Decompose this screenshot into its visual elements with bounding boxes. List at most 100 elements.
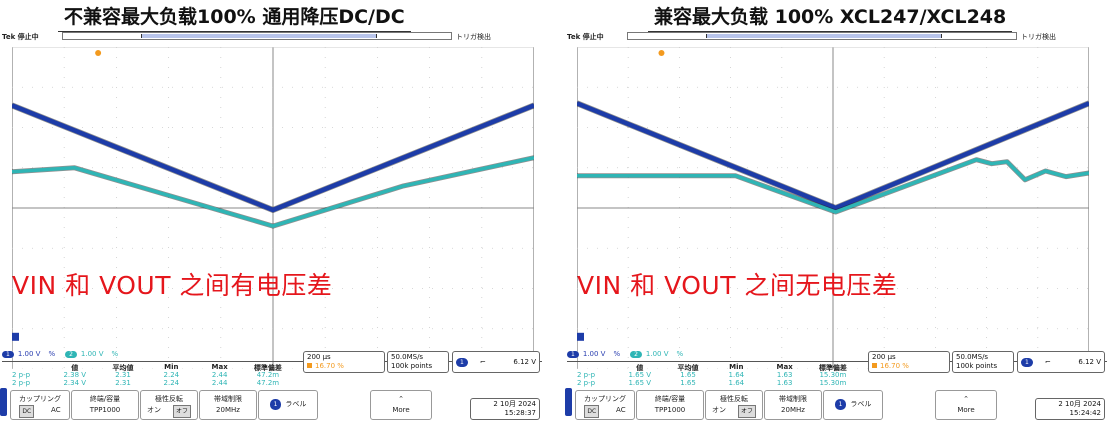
ch1-badge[interactable]: 1: [567, 351, 579, 358]
measurement-cell: 2 p-p: [577, 371, 596, 379]
trigger-box[interactable]: 1 ⌐ 6.12 V: [1017, 351, 1105, 373]
side-menu-tab[interactable]: [0, 388, 7, 416]
channel-scale-bar: 1 1.00 V% 2 1.00 V%: [2, 350, 542, 362]
measurement-row: 2 p-p 1.65 V 1.65 1.64 1.63 15.30m: [577, 379, 857, 387]
trigger-status: トリガ検出: [456, 33, 491, 41]
measurement-cell: 1.64: [728, 379, 745, 387]
probe-button[interactable]: 終端/容量 TPP1000: [71, 390, 139, 420]
trigger-status: トリガ検出: [1021, 33, 1056, 41]
invert-label: 極性反転: [155, 395, 183, 403]
trigger-position-icon: [307, 363, 312, 368]
probe-label: 終端/容量: [89, 395, 121, 403]
coupling-button[interactable]: カップリング DC AC: [10, 390, 70, 420]
side-menu-tab[interactable]: [565, 388, 572, 416]
probe-button[interactable]: 終端/容量 TPP1000: [636, 390, 704, 420]
timebase-box[interactable]: 200 µs 16.70 %: [303, 351, 385, 373]
measurement-header-cell: Max: [211, 363, 228, 371]
probe-label: 終端/容量: [654, 395, 686, 403]
ch1-scale: 1.00 V: [17, 350, 41, 358]
waveform-plot: [12, 47, 534, 369]
more-button[interactable]: ⌃ More: [935, 390, 997, 420]
scope-left: Tek 停止中 トリガ検出 VIN 和 VOUT 之间有电压差 1 1.00 V% 2 1.…: [0, 28, 548, 425]
left-title: 不兼容最大负载100% 通用降压DC/DC: [58, 2, 411, 32]
status-label: Tek 停止中: [2, 33, 39, 41]
measurement-header-cell: 標準偏差: [253, 364, 282, 372]
record-bar[interactable]: [62, 32, 452, 40]
trigger-level: 6.12 V: [513, 357, 536, 366]
record-window[interactable]: [141, 34, 377, 38]
measurement-header-cell: 標準偏差: [818, 364, 847, 372]
more-arrow-icon: ⌃: [963, 395, 969, 403]
ch1-badge[interactable]: 1: [2, 351, 14, 358]
invert-off[interactable]: オフ: [172, 405, 191, 418]
measurement-header-cell: Min: [164, 363, 179, 371]
invert-on[interactable]: オン: [146, 406, 161, 414]
more-label: More: [392, 406, 410, 414]
measurement-table: 値 平均値 Min Max 標準偏差 2 p-p 1.65 V 1.65 1.64 1.63 15.…: [577, 363, 857, 387]
trigger-box[interactable]: 1 ⌐ 6.12 V: [452, 351, 540, 373]
ch2-scale: 1.00 V: [80, 350, 104, 358]
label-text: ラベル: [850, 400, 872, 408]
measurement-cell: 2.24: [163, 379, 180, 387]
measurement-cell: 1.65: [680, 371, 696, 379]
coupling-dc[interactable]: DC: [584, 405, 600, 418]
ch2-badge[interactable]: 2: [630, 351, 642, 358]
measurement-cell: 2.38 V: [63, 371, 87, 379]
invert-off[interactable]: オフ: [737, 405, 756, 418]
measurement-header-cell: 平均値: [677, 364, 699, 372]
acquisition-box[interactable]: 50.0MS/s 100k points: [952, 351, 1014, 373]
measurement-header: 値 平均値 Min Max 標準偏差: [577, 363, 857, 372]
measurement-cell: 2.44: [211, 379, 228, 387]
trigger-slope-icon: ⌐: [479, 357, 486, 366]
measurement-cell: 2.31: [115, 379, 131, 387]
record-window[interactable]: [706, 34, 942, 38]
scope-right: Tek 停止中 トリガ検出 VIN 和 VOUT 之间无电压差 1 1.00 V% 2 1.…: [565, 28, 1113, 425]
label-button[interactable]: 1 ラベル: [258, 390, 318, 420]
measurement-cell: 2 p-p: [12, 379, 31, 387]
measurement-header-cell: 値: [636, 364, 644, 372]
bandwidth-button[interactable]: 帯域制限 20MHz: [764, 390, 822, 420]
measurement-row: 2 p-p 2.38 V 2.31 2.24 2.44 47.2m: [12, 371, 292, 379]
trigger-channel-badge: 1: [1021, 357, 1033, 367]
invert-button[interactable]: 極性反転オン オフ: [705, 390, 763, 420]
record-bar[interactable]: [627, 32, 1017, 40]
coupling-label: カップリング: [584, 395, 626, 403]
measurement-table: 値 平均値 Min Max 標準偏差 2 p-p 2.38 V 2.31 2.24 2.44 47.…: [12, 363, 292, 387]
datetime-box: 2 10月 2024 15:24:42: [1035, 398, 1105, 420]
invert-label: 極性反転: [720, 395, 748, 403]
label-button[interactable]: 1 ラベル: [823, 390, 883, 420]
measurement-cell: 2.31: [115, 371, 131, 379]
coupling-button[interactable]: カップリング DC AC: [575, 390, 635, 420]
record-length: 100k points: [956, 362, 998, 370]
bandwidth-value: 20MHz: [781, 406, 805, 414]
measurement-row: 2 p-p 1.65 V 1.65 1.64 1.63 15.30m: [577, 371, 857, 379]
trigger-level: 6.12 V: [1078, 357, 1101, 366]
ch1-coupling: %: [613, 350, 621, 358]
datetime-box: 2 10月 2024 15:28:37: [470, 398, 540, 420]
measurement-header-cell: 値: [71, 364, 79, 372]
ch1-scale: 1.00 V: [582, 350, 606, 358]
status-label: Tek 停止中: [567, 33, 604, 41]
measurement-cell: 1.63: [776, 371, 793, 379]
coupling-ac[interactable]: AC: [51, 406, 61, 414]
more-button[interactable]: ⌃ More: [370, 390, 432, 420]
invert-button[interactable]: 極性反転オン オフ: [140, 390, 198, 420]
measurement-cell: 1.65 V: [628, 371, 652, 379]
acquisition-box[interactable]: 50.0MS/s 100k points: [387, 351, 449, 373]
trace-ch2: [12, 155, 534, 228]
bandwidth-button[interactable]: 帯域制限 20MHz: [199, 390, 257, 420]
measurement-cell: 47.2m: [256, 379, 280, 387]
measurement-cell: 2 p-p: [12, 371, 31, 379]
measurement-header-cell: Max: [776, 363, 793, 371]
trace-ch2: [577, 157, 1089, 214]
invert-on[interactable]: オン: [711, 406, 726, 414]
measurement-cell: 1.65: [680, 379, 696, 387]
timebase-box[interactable]: 200 µs 16.70 %: [868, 351, 950, 373]
date: 2 10月 2024: [1058, 400, 1101, 408]
ch2-badge[interactable]: 2: [65, 351, 77, 358]
coupling-dc[interactable]: DC: [19, 405, 35, 418]
probe-value: TPP1000: [654, 406, 686, 414]
coupling-ac[interactable]: AC: [616, 406, 626, 414]
measurement-cell: 2.24: [163, 371, 180, 379]
measurement-cell: 1.65 V: [628, 379, 652, 387]
